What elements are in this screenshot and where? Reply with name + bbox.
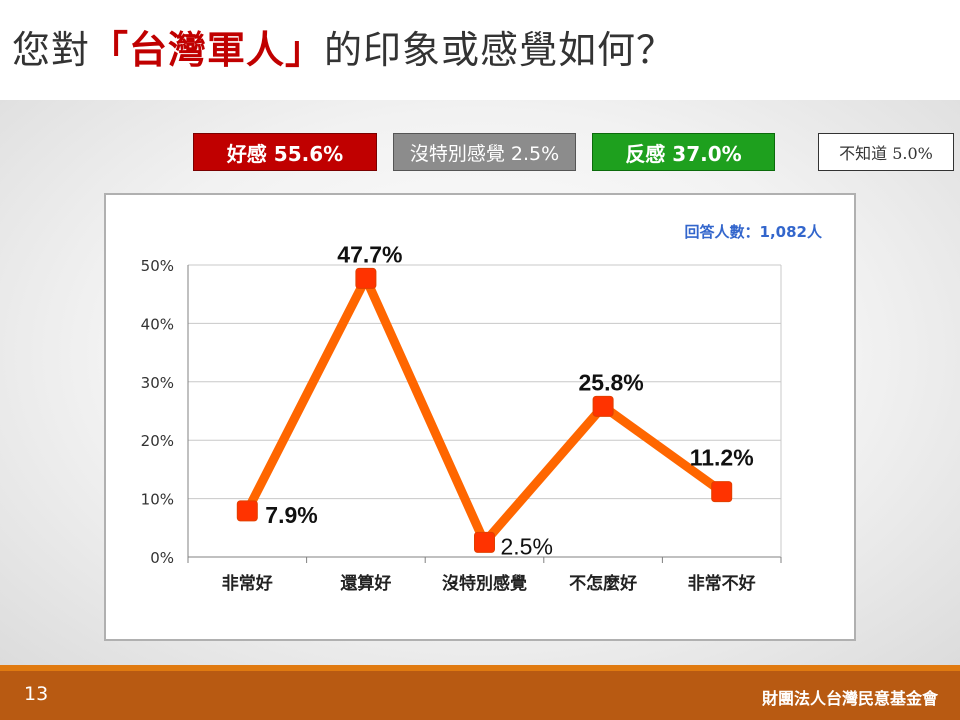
data-point-marker xyxy=(711,481,733,503)
organization-name: 財團法人台灣民意基金會 xyxy=(761,689,938,708)
data-label: 25.8% xyxy=(578,369,643,395)
footer: 13 財團法人台灣民意基金會 xyxy=(0,671,960,720)
data-point-marker xyxy=(236,500,258,522)
y-tick-label: 40% xyxy=(141,315,174,333)
neutral-summary-badge: 沒特別感覺 2.5% xyxy=(393,133,576,171)
page-number: 13 xyxy=(24,683,49,705)
data-label: 2.5% xyxy=(501,533,553,559)
x-category-label: 還算好 xyxy=(340,573,391,594)
data-label: 47.7% xyxy=(337,241,402,267)
data-label: 11.2% xyxy=(690,445,754,471)
y-tick-label: 30% xyxy=(141,374,174,392)
x-category-label: 非常好 xyxy=(222,573,273,594)
good-summary-badge: 好感 55.6% xyxy=(193,133,377,171)
line-chart: 0% 10% 20% 30% 40% 50% 非常好 還算好 沒特別感覺 不怎麼好 非常不好 7.9%… xyxy=(141,223,823,594)
respondent-count-note: 回答人數：1,082人 xyxy=(685,223,823,241)
data-label: 7.9% xyxy=(265,502,317,528)
bad-summary-badge: 反感 37.0% xyxy=(592,133,775,171)
title-prefix: 您對 xyxy=(12,28,91,72)
title-highlight: 「台灣軍人」 xyxy=(90,28,325,72)
x-category-label: 沒特別感覺 xyxy=(442,573,527,594)
footer-accent-line xyxy=(0,665,960,671)
page-title: 您對「台灣軍人」的印象或感覺如何？ xyxy=(12,22,675,78)
y-tick-label: 0% xyxy=(150,549,174,567)
title-suffix: 的印象或感覺如何？ xyxy=(324,28,676,72)
x-category-label: 不怎麼好 xyxy=(569,573,637,594)
chart-frame: 0% 10% 20% 30% 40% 50% 非常好 還算好 沒特別感覺 不怎麼好 非常不好 7.9%… xyxy=(104,193,856,641)
x-category-label: 非常不好 xyxy=(688,573,756,594)
y-tick-label: 50% xyxy=(141,257,174,275)
data-point-marker xyxy=(592,395,614,417)
unknown-summary-badge: 不知道 5.0% xyxy=(818,133,954,171)
y-tick-label: 20% xyxy=(141,432,174,450)
series-line xyxy=(242,273,727,547)
y-tick-label: 10% xyxy=(141,491,174,509)
data-point-marker xyxy=(474,531,495,553)
header-band: 您對「台灣軍人」的印象或感覺如何？ xyxy=(0,0,960,100)
data-point-marker xyxy=(355,267,377,289)
